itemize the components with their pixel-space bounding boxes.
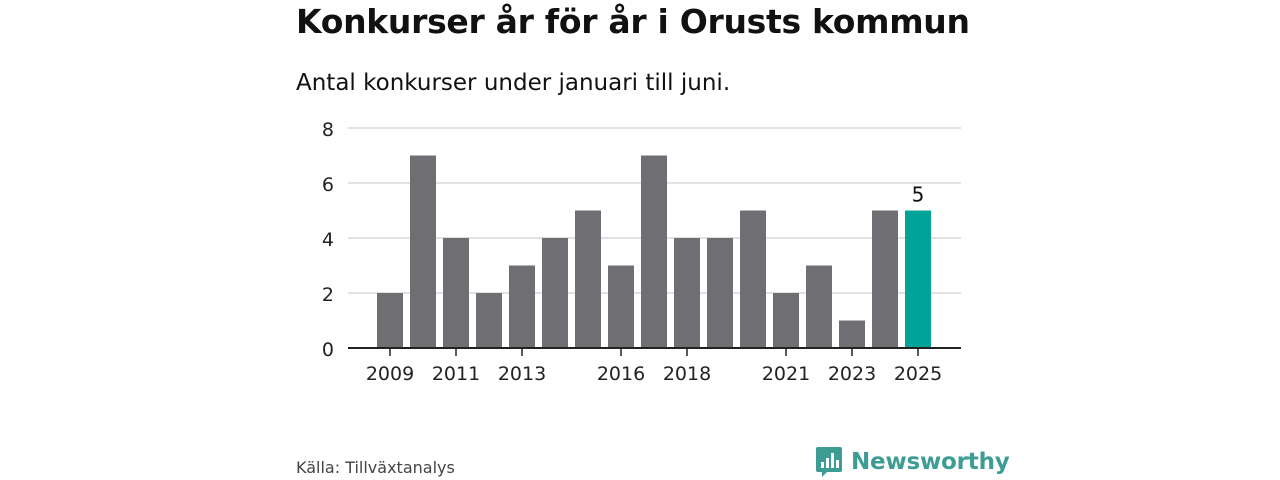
bar-2025 <box>905 210 931 348</box>
bar-2012 <box>476 293 502 348</box>
bar-2021 <box>773 293 799 348</box>
y-tick-label: 6 <box>322 174 334 196</box>
bar-2023 <box>839 320 865 348</box>
x-tick-label: 2025 <box>894 363 942 385</box>
bar-2015 <box>575 210 601 348</box>
brand-name: Newsworthy <box>851 449 1010 475</box>
y-tick-label: 0 <box>322 339 334 361</box>
brand-logo: Newsworthy <box>815 446 1010 478</box>
x-tick-label: 2016 <box>597 363 645 385</box>
x-tick-label: 2023 <box>828 363 876 385</box>
y-tick-label: 2 <box>322 284 334 306</box>
bar-2016 <box>608 265 634 348</box>
data-label-2025: 5 <box>912 183 925 207</box>
bar-2013 <box>509 265 535 348</box>
bar-2018 <box>674 238 700 348</box>
x-tick-label: 2011 <box>432 363 480 385</box>
bar-2011 <box>443 238 469 348</box>
source-note: Källa: Tillväxtanalys <box>296 458 455 477</box>
bar-2014 <box>542 238 568 348</box>
bar-2019 <box>707 238 733 348</box>
chart-subtitle: Antal konkurser under januari till juni. <box>296 70 731 96</box>
bar-2009 <box>377 293 403 348</box>
bar-chart: 0 2 4 6 8 2009 2011 2013 2016 2018 2021 2023 2025 5 <box>322 119 961 385</box>
y-tick-label: 8 <box>322 119 334 141</box>
bar-2024 <box>872 210 898 348</box>
chart-title: Konkurser år för år i Orusts kommun <box>296 2 970 41</box>
y-tick-label: 4 <box>322 229 334 251</box>
newsworthy-logo-icon <box>816 447 842 477</box>
bar-2017 <box>641 155 667 348</box>
bar-2010 <box>410 155 436 348</box>
bar-2022 <box>806 265 832 348</box>
x-tick-label: 2021 <box>762 363 810 385</box>
bar-2020 <box>740 210 766 348</box>
x-tick-label: 2009 <box>366 363 414 385</box>
x-tick-label: 2018 <box>663 363 711 385</box>
x-tick-label: 2013 <box>498 363 546 385</box>
